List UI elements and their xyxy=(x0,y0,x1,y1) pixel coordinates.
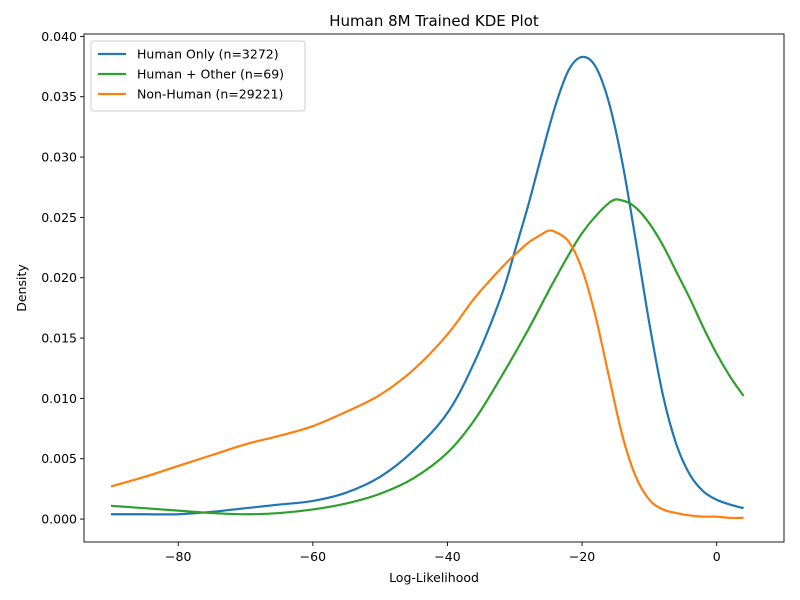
y-axis-ticks: 0.000 0.005 0.010 0.015 0.020 0.025 0.030 0.035… xyxy=(41,29,84,527)
y-tick-label: 0.030 xyxy=(41,150,77,165)
legend-label-2: Non-Human (n=29221) xyxy=(137,87,283,102)
legend-box xyxy=(90,40,306,112)
y-axis-label: Density xyxy=(14,264,29,312)
x-tick-label: −20 xyxy=(569,549,595,564)
series-line-0 xyxy=(110,55,744,516)
y-tick-label: 0.035 xyxy=(41,89,77,104)
y-tick-label: 0.005 xyxy=(41,451,77,466)
y-tick-label: 0.000 xyxy=(41,512,77,527)
series-layer xyxy=(110,55,745,520)
x-tick-label: −40 xyxy=(434,549,460,564)
legend-label-0: Human Only (n=3272) xyxy=(137,47,279,62)
x-tick-label: −80 xyxy=(165,549,191,564)
legend: Human Only (n=3272) Human + Other (n=69) N… xyxy=(90,40,306,112)
y-tick-label: 0.010 xyxy=(41,391,77,406)
chart-title: Human 8M Trained KDE Plot xyxy=(329,12,539,30)
x-axis-ticks: −80 −60 −40 −20 0 xyxy=(165,542,721,564)
y-tick-label: 0.040 xyxy=(41,29,77,44)
y-tick-label: 0.020 xyxy=(41,270,77,285)
y-tick-label: 0.025 xyxy=(41,210,77,225)
series-line-2 xyxy=(110,229,744,520)
x-axis-label: Log-Likelihood xyxy=(389,570,479,585)
series-line-1 xyxy=(110,198,745,516)
plot-frame xyxy=(83,33,785,543)
x-tick-label: −60 xyxy=(300,549,326,564)
legend-label-1: Human + Other (n=69) xyxy=(137,67,284,82)
x-tick-label: 0 xyxy=(713,549,721,564)
y-tick-label: 0.015 xyxy=(41,331,77,346)
